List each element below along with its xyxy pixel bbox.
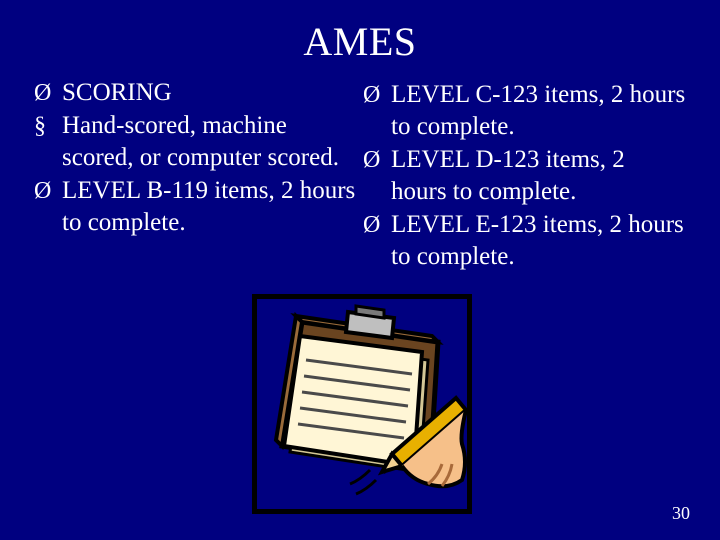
arrow-bullet-icon: Ø: [363, 144, 391, 208]
arrow-bullet-icon: Ø: [363, 79, 391, 143]
list-item-text: Hand-scored, machine scored, or computer…: [62, 110, 357, 174]
list-item-text: LEVEL B-119 items, 2 hours to complete.: [62, 175, 357, 239]
list-item-text: LEVEL E-123 items, 2 hours to complete.: [391, 209, 686, 273]
page-title: AMES: [34, 18, 686, 65]
slide: AMES Ø SCORING § Hand-scored, machine sc…: [0, 0, 720, 540]
list-item-text: LEVEL D-123 items, 2 hours to complete.: [391, 144, 686, 208]
arrow-bullet-icon: Ø: [363, 209, 391, 273]
list-item: Ø LEVEL E-123 items, 2 hours to complete…: [363, 209, 686, 273]
square-bullet-icon: §: [34, 110, 62, 174]
left-column: Ø SCORING § Hand-scored, machine scored,…: [34, 77, 357, 274]
clipboard-clipart-icon: [252, 294, 472, 514]
right-column: Ø LEVEL C-123 items, 2 hours to complete…: [363, 77, 686, 274]
list-item-text: SCORING: [62, 77, 357, 109]
list-item: Ø LEVEL D-123 items, 2 hours to complete…: [363, 144, 686, 208]
list-item: § Hand-scored, machine scored, or comput…: [34, 110, 357, 174]
arrow-bullet-icon: Ø: [34, 77, 62, 109]
arrow-bullet-icon: Ø: [34, 175, 62, 239]
content-columns: Ø SCORING § Hand-scored, machine scored,…: [34, 77, 686, 274]
list-item: Ø LEVEL C-123 items, 2 hours to complete…: [363, 79, 686, 143]
list-item-text: LEVEL C-123 items, 2 hours to complete.: [391, 79, 686, 143]
list-item: Ø SCORING: [34, 77, 357, 109]
page-number: 30: [672, 503, 690, 524]
list-item: Ø LEVEL B-119 items, 2 hours to complete…: [34, 175, 357, 239]
